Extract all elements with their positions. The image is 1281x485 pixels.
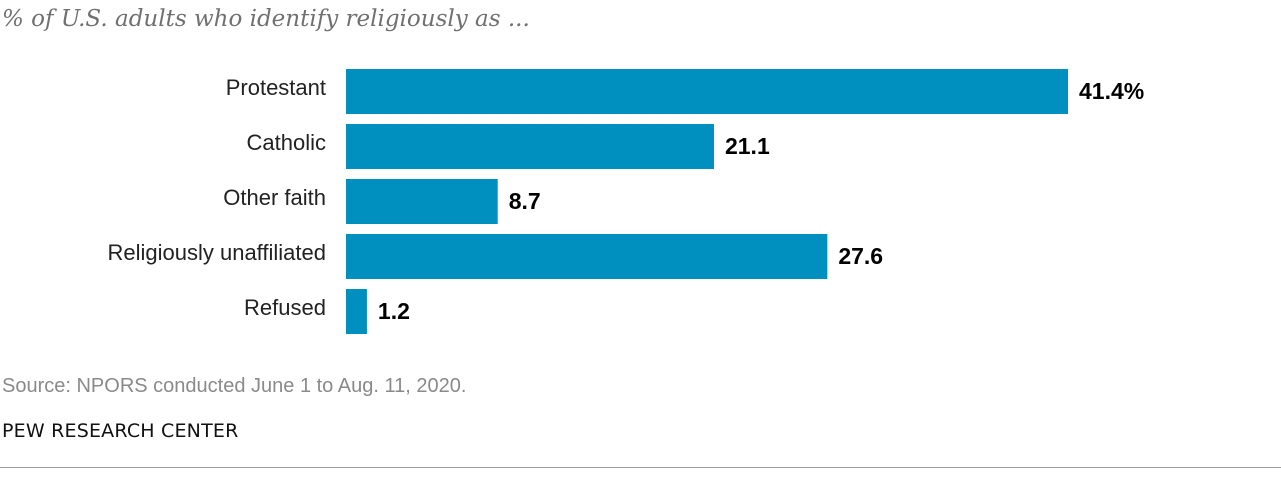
category-label-protestant: Protestant [226, 75, 326, 100]
category-label-other-faith: Other faith [223, 185, 326, 210]
bar-refused [346, 289, 367, 334]
category-label-religiously-unaffiliated: Religiously unaffiliated [107, 240, 326, 265]
chart-subtitle: % of U.S. adults who identify religiousl… [2, 6, 530, 32]
category-label-catholic: Catholic [247, 130, 326, 155]
bar-protestant [346, 69, 1068, 114]
bottom-divider [0, 467, 1281, 468]
source-note: Source: NPORS conducted June 1 to Aug. 1… [2, 375, 467, 397]
brand-name: PEW RESEARCH CENTER [2, 420, 239, 442]
category-label-refused: Refused [244, 295, 326, 320]
bar-religiously-unaffiliated [346, 234, 828, 279]
value-label-other-faith: 8.7 [509, 188, 541, 214]
value-label-refused: 1.2 [378, 298, 410, 324]
value-label-protestant: 41.4% [1079, 78, 1144, 104]
value-label-religiously-unaffiliated: 27.6 [838, 243, 883, 269]
bar-chart: Protestant 41.4% Catholic 21.1 Other faith 8.… [107, 69, 1144, 334]
bar-other-faith [346, 179, 498, 224]
value-label-catholic: 21.1 [725, 133, 770, 159]
bar-catholic [346, 124, 714, 169]
